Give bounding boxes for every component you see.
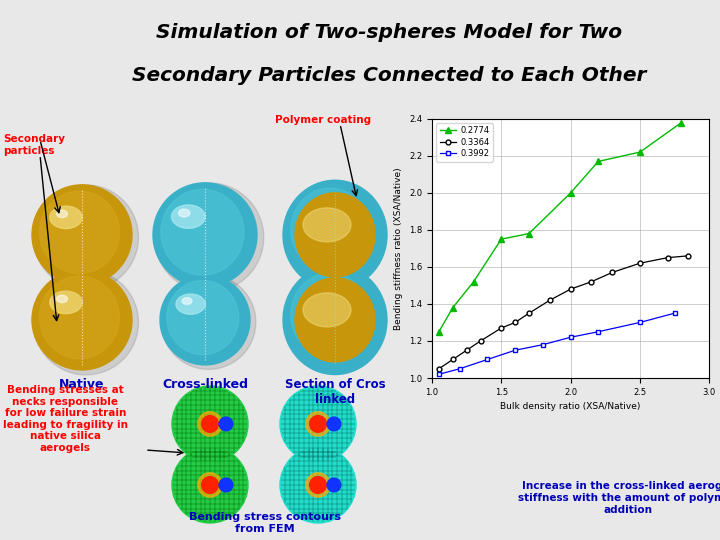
Circle shape: [310, 416, 326, 433]
0.3364: [546, 297, 554, 303]
Circle shape: [153, 183, 257, 287]
Ellipse shape: [161, 190, 244, 275]
0.2774: [594, 158, 603, 165]
Text: Native: Native: [59, 378, 104, 391]
Line: 0.2774: 0.2774: [436, 119, 685, 335]
0.3364: [684, 253, 693, 259]
Ellipse shape: [182, 298, 192, 305]
Circle shape: [160, 275, 250, 365]
0.3992: [456, 366, 464, 372]
Ellipse shape: [179, 209, 190, 217]
0.3992: [636, 319, 644, 326]
0.2774: [497, 236, 505, 242]
Circle shape: [219, 478, 233, 492]
0.3364: [636, 260, 644, 266]
Circle shape: [327, 417, 341, 431]
0.2774: [677, 119, 685, 126]
Circle shape: [219, 417, 233, 431]
Ellipse shape: [50, 291, 82, 314]
Ellipse shape: [283, 265, 387, 375]
Text: Increase in the cross-linked aerogel
stiffness with the amount of polymer
additi: Increase in the cross-linked aerogel sti…: [518, 481, 720, 515]
Circle shape: [32, 270, 132, 370]
0.3992: [594, 328, 603, 335]
Circle shape: [306, 412, 330, 436]
0.2774: [567, 190, 575, 196]
Circle shape: [280, 447, 356, 523]
Ellipse shape: [34, 270, 138, 375]
0.3364: [663, 254, 672, 261]
Ellipse shape: [40, 191, 120, 274]
Circle shape: [306, 473, 330, 497]
Ellipse shape: [303, 293, 351, 327]
Line: 0.3364: 0.3364: [436, 253, 691, 371]
Text: Polymer coating: Polymer coating: [275, 115, 371, 125]
Circle shape: [202, 477, 218, 494]
Ellipse shape: [291, 273, 369, 356]
Line: 0.3992: 0.3992: [436, 310, 677, 377]
0.2774: [469, 279, 478, 285]
Circle shape: [198, 412, 222, 436]
Circle shape: [310, 477, 326, 494]
Ellipse shape: [34, 185, 138, 290]
Ellipse shape: [303, 208, 351, 242]
0.2774: [435, 328, 444, 335]
0.3364: [587, 279, 595, 285]
Circle shape: [32, 185, 132, 285]
Y-axis label: Bending stiffness ratio (XSA/Native): Bending stiffness ratio (XSA/Native): [395, 167, 403, 330]
0.3364: [511, 319, 520, 326]
0.3992: [483, 356, 492, 363]
0.2774: [525, 231, 534, 237]
0.3364: [435, 366, 444, 372]
Ellipse shape: [283, 180, 387, 289]
0.3364: [608, 269, 616, 276]
0.3364: [567, 286, 575, 292]
Ellipse shape: [295, 193, 375, 277]
Ellipse shape: [176, 294, 205, 314]
Ellipse shape: [155, 183, 264, 292]
Circle shape: [198, 473, 222, 497]
Ellipse shape: [50, 206, 82, 228]
Text: Secondary
particles: Secondary particles: [3, 134, 65, 156]
Ellipse shape: [161, 275, 256, 369]
0.3364: [449, 356, 457, 363]
X-axis label: Bulk density ratio (XSA/Native): Bulk density ratio (XSA/Native): [500, 402, 641, 411]
Circle shape: [172, 447, 248, 523]
Ellipse shape: [56, 210, 68, 218]
0.2774: [636, 149, 644, 156]
0.3992: [567, 334, 575, 341]
Text: Section of Cros
linked: Section of Cros linked: [284, 378, 385, 406]
Ellipse shape: [167, 280, 239, 355]
Circle shape: [327, 478, 341, 492]
0.3364: [497, 325, 505, 331]
0.3992: [435, 371, 444, 377]
0.3992: [511, 347, 520, 354]
0.3992: [670, 310, 679, 316]
Text: Bending stress contours
from FEM: Bending stress contours from FEM: [189, 512, 341, 534]
Ellipse shape: [40, 276, 120, 359]
0.3364: [462, 347, 471, 354]
Legend: 0.2774, 0.3364, 0.3992: 0.2774, 0.3364, 0.3992: [436, 123, 493, 161]
0.3364: [525, 310, 534, 316]
0.2774: [449, 305, 457, 311]
Ellipse shape: [291, 188, 369, 271]
Circle shape: [202, 416, 218, 433]
Text: Simulation of Two-spheres Model for Two: Simulation of Two-spheres Model for Two: [156, 23, 622, 42]
Text: Cross-linked: Cross-linked: [162, 378, 248, 391]
Circle shape: [280, 386, 356, 462]
Text: Bending stresses at
necks responsible
for low failure strain
leading to fragilit: Bending stresses at necks responsible fo…: [3, 385, 128, 453]
Ellipse shape: [295, 278, 375, 362]
Ellipse shape: [171, 205, 205, 228]
Text: Secondary Particles Connected to Each Other: Secondary Particles Connected to Each Ot…: [132, 66, 646, 85]
0.3992: [539, 341, 547, 348]
Ellipse shape: [56, 295, 68, 302]
Circle shape: [172, 386, 248, 462]
0.3364: [476, 338, 485, 344]
